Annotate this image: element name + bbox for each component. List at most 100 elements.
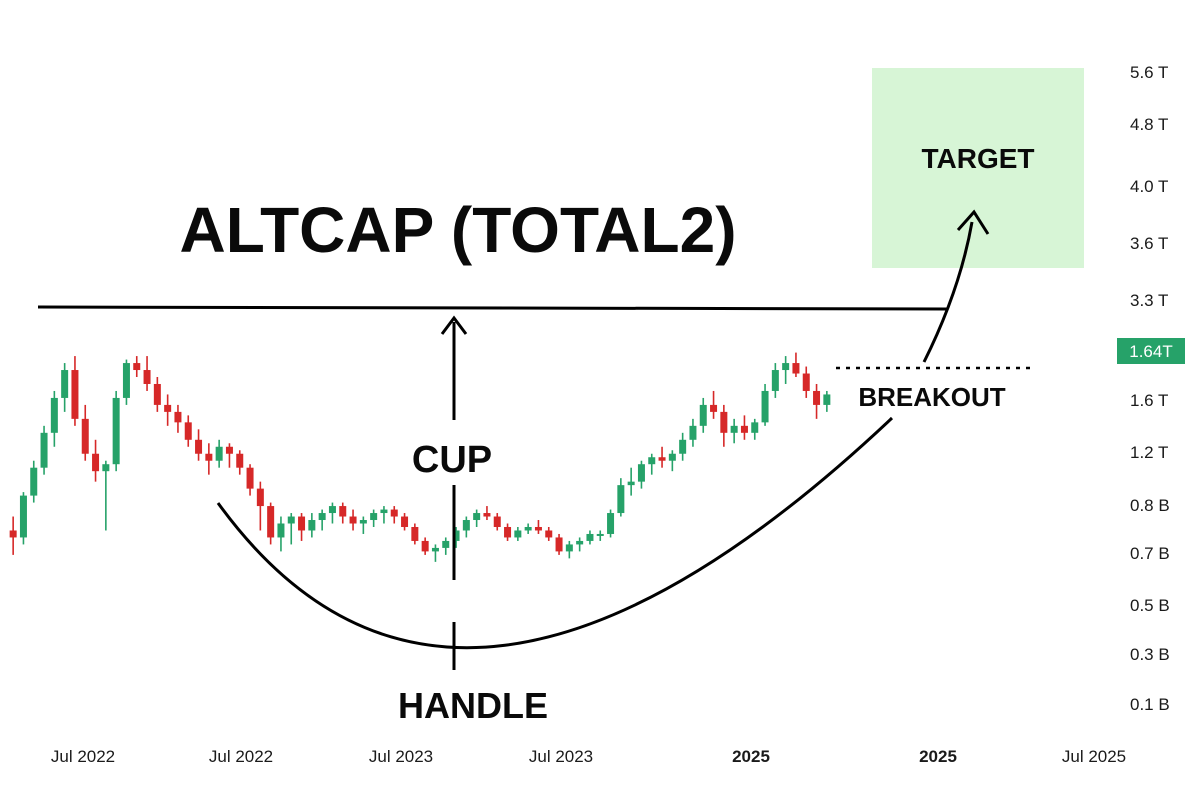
candle-down xyxy=(802,373,810,391)
candle-up xyxy=(431,547,439,552)
candle-up xyxy=(751,422,759,433)
candle-down xyxy=(545,530,553,538)
current-price-label: 1.64T xyxy=(1129,342,1172,361)
candle-down xyxy=(339,506,347,517)
candle-up xyxy=(370,513,378,521)
candle-up xyxy=(112,397,120,465)
candle-down xyxy=(813,390,821,405)
candle-down xyxy=(658,457,666,461)
candle-up xyxy=(699,404,707,426)
x-tick-label: Jul 2022 xyxy=(51,747,115,766)
y-axis-ticks: 5.6 T 4.8 T 4.0 T 3.6 T 3.3 T 1.6 T 1.2 T 0.8 B… xyxy=(1130,63,1170,714)
candle-up xyxy=(689,425,697,440)
candle-up xyxy=(607,513,615,534)
candle-up xyxy=(287,516,295,524)
candle-up xyxy=(102,464,110,472)
breakout-arrow xyxy=(922,221,974,363)
candle-down xyxy=(298,516,306,531)
candle-up xyxy=(30,467,38,496)
target-zone xyxy=(872,68,1084,268)
candle-up xyxy=(318,513,326,521)
candle-down xyxy=(411,526,419,541)
candle-down xyxy=(421,540,429,552)
candle-down xyxy=(164,404,172,412)
candle-down xyxy=(390,509,398,517)
candle-down xyxy=(153,383,161,405)
y-tick-label: 0.3 B xyxy=(1130,645,1170,664)
candle-up xyxy=(668,453,676,461)
breakout-label: BREAKOUT xyxy=(858,382,1005,412)
candle-up xyxy=(596,533,604,536)
candle-up xyxy=(782,363,790,371)
candle-down xyxy=(133,363,141,371)
candle-up xyxy=(40,432,48,468)
candle-down xyxy=(195,439,203,454)
candle-down xyxy=(493,516,501,527)
y-tick-label: 4.8 T xyxy=(1130,115,1168,134)
candle-up xyxy=(328,506,336,514)
x-axis-ticks: Jul 2022 Jul 2022 Jul 2023 Jul 2023 2025 2025… xyxy=(51,747,1126,766)
candle-down xyxy=(740,425,748,433)
candle-up xyxy=(462,520,470,531)
candle-up xyxy=(637,464,645,482)
x-tick-label: 2025 xyxy=(919,747,957,766)
candle-down xyxy=(236,453,244,468)
y-tick-label: 1.2 T xyxy=(1130,443,1168,462)
candle-down xyxy=(710,404,718,412)
candle-up xyxy=(679,439,687,454)
candle-up xyxy=(823,394,831,405)
candle-up xyxy=(61,370,69,398)
candle-up xyxy=(122,363,130,398)
candle-up xyxy=(50,397,58,433)
candle-up xyxy=(524,526,532,531)
y-tick-label: 3.6 T xyxy=(1130,234,1168,253)
x-tick-label: Jul 2025 xyxy=(1062,747,1126,766)
candle-down xyxy=(483,513,491,517)
y-tick-label: 1.6 T xyxy=(1130,391,1168,410)
candle-down xyxy=(256,488,264,507)
x-tick-label: Jul 2023 xyxy=(529,747,593,766)
candlestick-series xyxy=(9,352,831,562)
candle-up xyxy=(452,530,460,541)
x-tick-label: Jul 2022 xyxy=(209,747,273,766)
candle-up xyxy=(730,425,738,433)
candle-down xyxy=(555,537,563,552)
candle-up xyxy=(576,540,584,545)
candle-down xyxy=(720,411,728,433)
candle-down xyxy=(504,526,512,538)
candle-down xyxy=(534,526,542,531)
candle-down xyxy=(205,453,213,461)
candle-down xyxy=(792,363,800,374)
x-tick-label: Jul 2023 xyxy=(369,747,433,766)
candle-up xyxy=(586,533,594,541)
y-tick-label: 0.7 B xyxy=(1130,544,1170,563)
handle-label: HANDLE xyxy=(398,685,548,726)
candle-up xyxy=(627,481,635,486)
candle-down xyxy=(267,506,275,538)
candle-up xyxy=(442,540,450,548)
candle-down xyxy=(401,516,409,527)
x-tick-label: 2025 xyxy=(732,747,770,766)
candle-down xyxy=(225,446,233,454)
cup-arc xyxy=(216,416,894,650)
candle-up xyxy=(308,520,316,531)
candle-up xyxy=(514,530,522,538)
candle-up xyxy=(380,509,388,514)
candle-down xyxy=(143,370,151,384)
y-tick-label: 4.0 T xyxy=(1130,177,1168,196)
candle-down xyxy=(9,530,17,538)
cup-arrow-head xyxy=(440,315,468,335)
candle-up xyxy=(359,520,367,524)
y-tick-label: 0.1 B xyxy=(1130,695,1170,714)
candle-up xyxy=(617,485,625,514)
y-tick-label: 5.6 T xyxy=(1130,63,1168,82)
candle-down xyxy=(174,411,182,423)
candle-up xyxy=(19,495,27,538)
candle-up xyxy=(771,370,779,391)
resistance-line xyxy=(37,305,949,311)
candle-down xyxy=(81,418,89,454)
breakout-arrow-head xyxy=(956,209,990,235)
candle-down xyxy=(246,467,254,489)
y-tick-label: 0.8 B xyxy=(1130,496,1170,515)
